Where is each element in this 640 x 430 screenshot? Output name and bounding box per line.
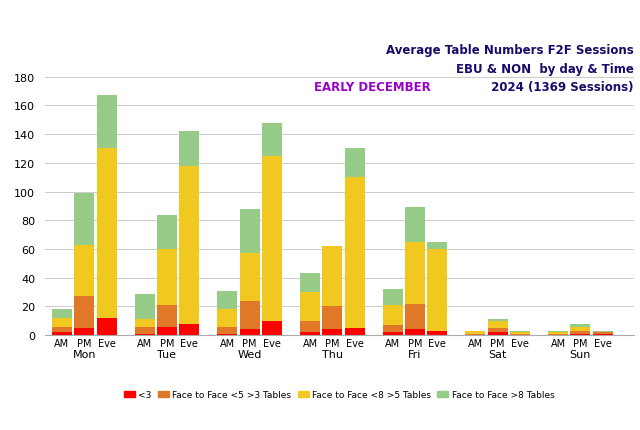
- Bar: [323, 246, 342, 307]
- Bar: [488, 321, 508, 328]
- Text: Sun: Sun: [570, 350, 591, 359]
- Bar: [218, 334, 237, 335]
- Bar: [548, 331, 568, 332]
- Bar: [52, 332, 72, 335]
- Bar: [74, 297, 94, 328]
- Bar: [218, 291, 237, 310]
- Bar: [488, 328, 508, 332]
- Bar: [262, 321, 282, 335]
- Bar: [179, 166, 199, 324]
- Bar: [344, 328, 365, 335]
- Bar: [383, 305, 403, 326]
- Bar: [593, 331, 612, 332]
- Bar: [593, 334, 612, 335]
- Bar: [570, 331, 590, 334]
- Legend: <3, Face to Face <5 >3 Tables, Face to Face <8 >5 Tables, Face to Face >8 Tables: <3, Face to Face <5 >3 Tables, Face to F…: [120, 387, 558, 403]
- Bar: [262, 123, 282, 156]
- Bar: [593, 332, 612, 334]
- Bar: [383, 326, 403, 332]
- Text: Fri: Fri: [408, 350, 422, 359]
- Bar: [465, 331, 485, 334]
- Bar: [74, 194, 94, 245]
- Bar: [97, 149, 116, 318]
- Bar: [570, 327, 590, 331]
- Bar: [405, 208, 425, 242]
- Bar: [239, 209, 260, 254]
- Bar: [179, 132, 199, 166]
- Bar: [344, 178, 365, 328]
- Bar: [428, 249, 447, 331]
- Bar: [218, 327, 237, 334]
- Bar: [548, 332, 568, 334]
- Text: Thu: Thu: [322, 350, 343, 359]
- Bar: [157, 249, 177, 305]
- Text: EBU & NON  by day & Time: EBU & NON by day & Time: [456, 63, 634, 76]
- Bar: [157, 215, 177, 249]
- Bar: [262, 156, 282, 321]
- Bar: [383, 289, 403, 305]
- Bar: [300, 292, 320, 321]
- Bar: [510, 332, 530, 334]
- Bar: [428, 331, 447, 335]
- Text: EARLY DECEMBER: EARLY DECEMBER: [314, 81, 431, 94]
- Bar: [97, 318, 116, 335]
- Bar: [74, 245, 94, 297]
- Text: 2024 (1369 Sessions): 2024 (1369 Sessions): [483, 81, 634, 94]
- Bar: [134, 327, 155, 334]
- Bar: [570, 324, 590, 327]
- Bar: [239, 301, 260, 330]
- Bar: [570, 334, 590, 335]
- Bar: [488, 332, 508, 335]
- Bar: [488, 319, 508, 321]
- Bar: [510, 331, 530, 332]
- Bar: [300, 274, 320, 292]
- Bar: [179, 324, 199, 335]
- Bar: [323, 330, 342, 335]
- Text: Average Table Numbers F2F Sessions: Average Table Numbers F2F Sessions: [386, 44, 634, 57]
- Bar: [510, 334, 530, 335]
- Bar: [383, 332, 403, 335]
- Bar: [134, 334, 155, 335]
- Bar: [239, 330, 260, 335]
- Bar: [323, 307, 342, 330]
- Bar: [157, 327, 177, 335]
- Bar: [52, 327, 72, 332]
- Bar: [74, 328, 94, 335]
- Bar: [134, 294, 155, 319]
- Bar: [548, 334, 568, 335]
- Text: Mon: Mon: [72, 350, 96, 359]
- Bar: [52, 318, 72, 327]
- Bar: [465, 334, 485, 335]
- Bar: [239, 254, 260, 301]
- Bar: [157, 305, 177, 327]
- Bar: [405, 304, 425, 330]
- Bar: [344, 149, 365, 178]
- Bar: [428, 242, 447, 249]
- Text: Wed: Wed: [237, 350, 262, 359]
- Bar: [218, 310, 237, 327]
- Bar: [134, 319, 155, 327]
- Bar: [97, 96, 116, 149]
- Text: Tue: Tue: [157, 350, 177, 359]
- Bar: [300, 332, 320, 335]
- Bar: [300, 321, 320, 332]
- Bar: [52, 310, 72, 318]
- Text: Sat: Sat: [488, 350, 507, 359]
- Bar: [405, 330, 425, 335]
- Bar: [405, 242, 425, 304]
